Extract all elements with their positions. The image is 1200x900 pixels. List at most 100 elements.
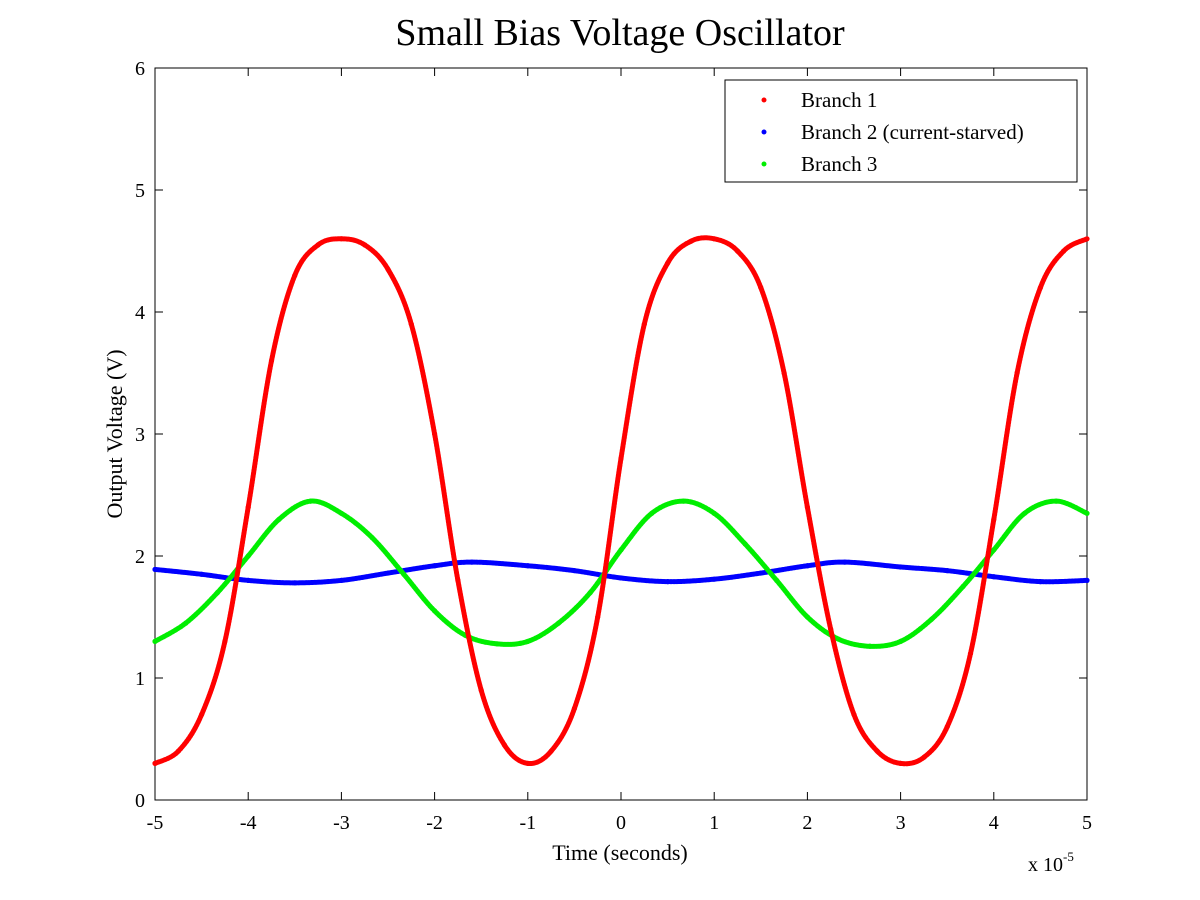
data-point: [555, 620, 562, 626]
data-point: [711, 236, 717, 242]
x-tick-label: 2: [802, 812, 812, 834]
data-point: [928, 616, 934, 623]
plot-area: [154, 67, 1088, 801]
data-point: [587, 590, 593, 596]
data-point: [338, 510, 344, 516]
y-tick-label: 1: [135, 668, 145, 690]
data-point: [991, 516, 997, 523]
data-point: [338, 236, 344, 242]
data-point: [276, 516, 282, 523]
data-point: [338, 577, 344, 584]
x-tick-label: -4: [240, 812, 257, 834]
legend-marker: [761, 129, 767, 135]
data-point: [1053, 498, 1059, 504]
data-point: [369, 535, 375, 541]
data-point: [268, 358, 275, 364]
data-point: [618, 455, 624, 461]
data-point: [152, 638, 158, 645]
data-point: [665, 260, 671, 266]
data-point: [898, 760, 904, 767]
data-point: [960, 583, 966, 590]
data-point: [898, 564, 904, 570]
data-point: [401, 571, 407, 577]
data-point: [898, 638, 904, 645]
data-point: [874, 748, 880, 754]
data-point: [618, 575, 624, 581]
x-axis-multiplier-exponent: -5: [1063, 849, 1074, 864]
data-point: [991, 547, 997, 553]
data-point: [175, 748, 181, 754]
data-point: [571, 705, 578, 712]
data-point: [851, 712, 857, 718]
x-tick-label: -1: [519, 812, 536, 834]
x-axis-label: Time (seconds): [552, 840, 687, 865]
data-point: [1014, 370, 1020, 376]
legend-marker: [761, 161, 767, 167]
x-tick-label: 5: [1082, 812, 1092, 834]
x-tick-label: 1: [709, 812, 719, 834]
data-point: [385, 266, 391, 272]
data-point: [842, 559, 848, 565]
data-point: [432, 431, 438, 437]
data-point: [921, 754, 927, 760]
data-point: [944, 724, 950, 730]
data-point: [967, 651, 974, 657]
data-point: [478, 687, 484, 693]
legend: Branch 1 Branch 2 (current-starved) Branch…: [724, 79, 1078, 183]
x-axis: -5 -4 -3 -2 -1 0 1 2 3 4 5: [147, 68, 1092, 834]
data-point: [432, 563, 438, 569]
data-point: [688, 238, 694, 244]
series-1: [152, 235, 1090, 767]
data-point: [835, 636, 841, 642]
data-point: [362, 242, 368, 248]
y-axis-label: Output Voltage (V): [102, 349, 127, 518]
data-point: [455, 577, 461, 584]
legend-box: [724, 79, 1078, 183]
x-axis-multiplier: x 10-5: [1028, 849, 1074, 876]
series-2: [152, 559, 1090, 586]
data-point: [292, 580, 298, 586]
data-point: [469, 559, 475, 565]
data-point: [1084, 510, 1090, 516]
data-point: [758, 285, 764, 291]
x-tick-label: -5: [147, 812, 164, 834]
data-point: [1084, 236, 1090, 242]
data-point: [804, 504, 811, 510]
data-point: [408, 321, 414, 327]
data-point: [1021, 510, 1028, 516]
legend-marker: [761, 97, 767, 103]
chart-title: Small Bias Voltage Oscillator: [395, 12, 845, 54]
data-point: [991, 574, 997, 580]
data-point: [199, 712, 205, 718]
data-point: [245, 577, 251, 584]
data-point: [152, 760, 158, 767]
legend-label: Branch 3: [801, 152, 877, 176]
data-point: [804, 563, 811, 569]
data-point: [525, 760, 531, 767]
data-point: [501, 742, 508, 748]
series-3: [152, 498, 1090, 649]
data-point: [152, 566, 158, 573]
y-axis: 0 1 2 3 4 5 6: [135, 58, 1087, 812]
data-point: [649, 510, 655, 516]
data-point: [804, 614, 811, 620]
data-point: [494, 641, 500, 647]
data-point: [214, 590, 221, 596]
data-point: [245, 504, 251, 510]
data-point: [828, 626, 834, 632]
data-point: [867, 643, 873, 649]
y-tick-label: 3: [135, 424, 145, 446]
x-tick-label: 3: [896, 812, 906, 834]
legend-items: Branch 1 Branch 2 (current-starved) Branch…: [761, 88, 1024, 176]
x-axis-multiplier-base: x 10: [1028, 854, 1063, 876]
data-point: [734, 248, 741, 254]
data-point: [1084, 577, 1090, 584]
data-point: [944, 568, 950, 574]
data-point: [222, 638, 228, 645]
data-point: [525, 638, 531, 645]
data-point: [774, 577, 780, 584]
data-point: [1061, 248, 1067, 254]
data-point: [595, 614, 601, 620]
data-point: [758, 570, 764, 576]
